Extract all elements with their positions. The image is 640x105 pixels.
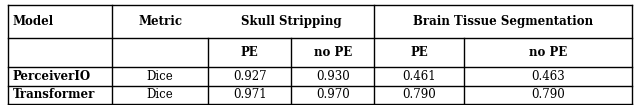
Text: 0.971: 0.971 xyxy=(233,88,266,101)
Text: 0.970: 0.970 xyxy=(316,88,349,101)
Text: Dice: Dice xyxy=(147,70,173,83)
Text: Skull Stripping: Skull Stripping xyxy=(241,15,342,28)
Text: no PE: no PE xyxy=(314,46,352,59)
Text: Dice: Dice xyxy=(147,88,173,101)
Text: Model: Model xyxy=(13,15,54,28)
Text: 0.790: 0.790 xyxy=(531,88,565,101)
Text: 0.930: 0.930 xyxy=(316,70,349,83)
Text: Metric: Metric xyxy=(138,15,182,28)
Text: 0.927: 0.927 xyxy=(233,70,266,83)
Text: 0.790: 0.790 xyxy=(403,88,436,101)
Text: 0.463: 0.463 xyxy=(531,70,565,83)
Text: Transformer: Transformer xyxy=(13,88,95,101)
Text: no PE: no PE xyxy=(529,46,567,59)
Text: PE: PE xyxy=(410,46,428,59)
Text: Brain Tissue Segmentation: Brain Tissue Segmentation xyxy=(413,15,593,28)
Text: PE: PE xyxy=(241,46,259,59)
Text: PerceiverIO: PerceiverIO xyxy=(13,70,91,83)
Text: 0.461: 0.461 xyxy=(403,70,436,83)
